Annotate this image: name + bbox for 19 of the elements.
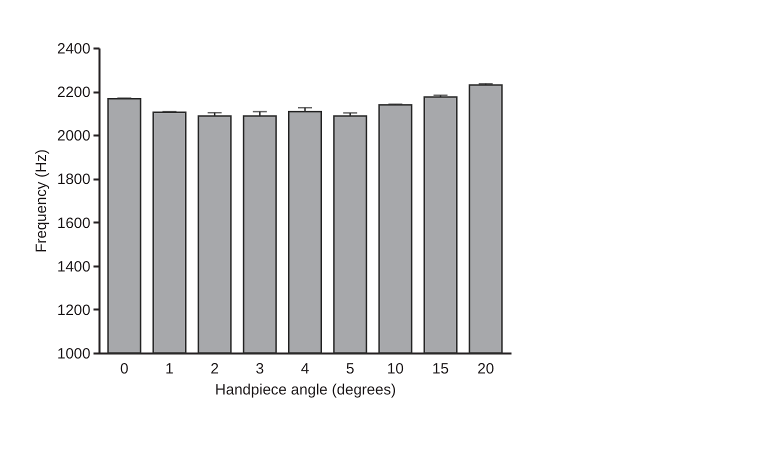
x-tick-label: 1 <box>165 360 174 378</box>
y-tick-label: 2000 <box>57 128 90 145</box>
x-tick-label: 20 <box>477 360 494 378</box>
x-axis-title: Handpiece angle (degrees) <box>215 382 396 398</box>
y-tick-label: 1000 <box>57 346 90 362</box>
y-tick-label: 1600 <box>57 214 90 232</box>
y-tick-label: 2200 <box>57 84 90 102</box>
y-tick-label: 1800 <box>57 171 90 188</box>
y-axis-title: Frequency (Hz) <box>33 149 50 253</box>
x-tick-label: 4 <box>300 360 310 378</box>
y-tick-label: 2400 <box>57 40 90 58</box>
x-tick-label: 10 <box>387 360 404 378</box>
x-tick-label: 3 <box>256 360 264 378</box>
y-tick-label: 1400 <box>57 258 90 276</box>
x-tick-label: 0 <box>120 360 128 378</box>
x-tick-label: 2 <box>210 360 219 378</box>
x-tick-label: 15 <box>432 360 449 378</box>
y-tick-label: 1200 <box>57 302 90 319</box>
x-tick-label: 5 <box>346 360 354 378</box>
